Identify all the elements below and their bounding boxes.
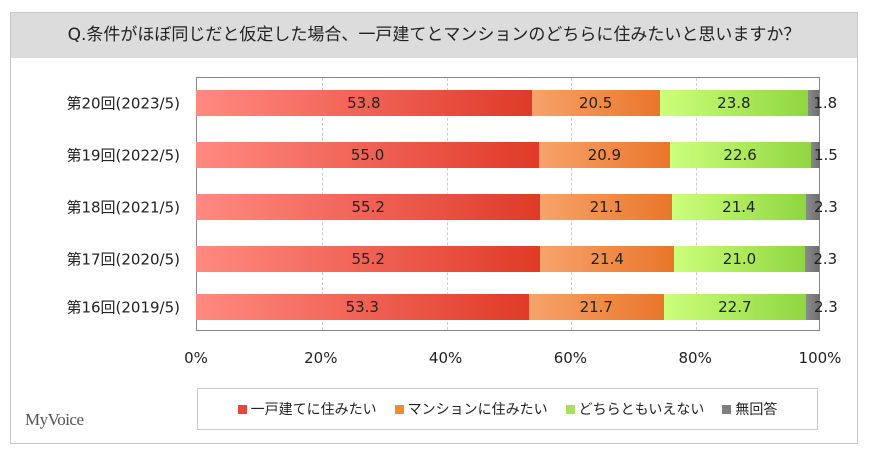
legend: 一戸建てに住みたい マンションに住みたい どちらともいえない 無回答 — [197, 388, 818, 430]
legend-item: 一戸建てに住みたい — [237, 399, 377, 419]
x-tick-label: 0% — [184, 349, 208, 367]
data-label: 2.3 — [814, 198, 838, 216]
legend-label: どちらともいえない — [578, 402, 705, 418]
bar-segment — [805, 294, 820, 320]
bar-segment — [805, 194, 820, 220]
bar-segment: 23.8 — [659, 90, 809, 116]
bar-segment: 21.7 — [528, 294, 664, 320]
legend-item: どちらともいえない — [565, 399, 705, 419]
bar-segment: 20.9 — [539, 142, 670, 168]
x-tick-label: 80% — [678, 349, 712, 367]
category-label: 第19回(2022/5) — [66, 146, 180, 165]
bar-segment: 55.2 — [196, 194, 541, 220]
bar-segment — [810, 142, 820, 168]
bar-segment: 21.4 — [672, 194, 806, 220]
bar-segment: 22.7 — [664, 294, 806, 320]
legend-swatch — [237, 404, 247, 414]
x-tick-label: 40% — [428, 349, 463, 367]
bar-segment: 21.0 — [673, 246, 805, 272]
bar-segment: 21.4 — [540, 246, 674, 272]
legend-label: 一戸建てに住みたい — [250, 402, 377, 418]
bar-segment: 53.8 — [196, 90, 532, 116]
data-label: 1.5 — [814, 146, 838, 164]
x-tick-label: 100% — [798, 349, 842, 367]
data-label: 1.8 — [813, 94, 838, 112]
bar-segment: 21.1 — [540, 194, 673, 220]
bar-segment: 22.6 — [669, 142, 811, 168]
legend-item: マンションに住みたい — [394, 399, 548, 419]
category-label: 第18回(2021/5) — [66, 198, 180, 217]
category-label: 第17回(2020/5) — [66, 250, 180, 269]
chart-frame — [10, 12, 858, 444]
chart-title: Q.条件がほぼ同じだと仮定した場合、一戸建てとマンションのどちらに住みたいと思い… — [11, 13, 857, 58]
legend-label: マンションに住みたい — [407, 402, 548, 418]
bar-segment: 53.3 — [196, 294, 529, 320]
bar-segment: 55.2 — [196, 246, 541, 272]
x-tick-label: 20% — [304, 349, 338, 367]
legend-item: 無回答 — [722, 399, 777, 419]
category-label: 第20回(2023/5) — [66, 94, 180, 113]
bar-segment: 55.0 — [196, 142, 540, 168]
legend-swatch — [722, 404, 732, 414]
bar-segment — [808, 90, 820, 116]
bar-segment: 20.5 — [531, 90, 660, 116]
legend-swatch — [394, 404, 404, 414]
myvoice-logo: MyVoice — [25, 410, 84, 429]
x-tick-label: 60% — [553, 349, 588, 367]
legend-swatch — [565, 404, 575, 414]
bar-segment — [805, 246, 820, 272]
data-label: 2.3 — [813, 250, 838, 268]
legend-label: 無回答 — [735, 402, 778, 418]
data-label: 2.3 — [814, 298, 838, 316]
category-label: 第16回(2019/5) — [66, 298, 180, 317]
